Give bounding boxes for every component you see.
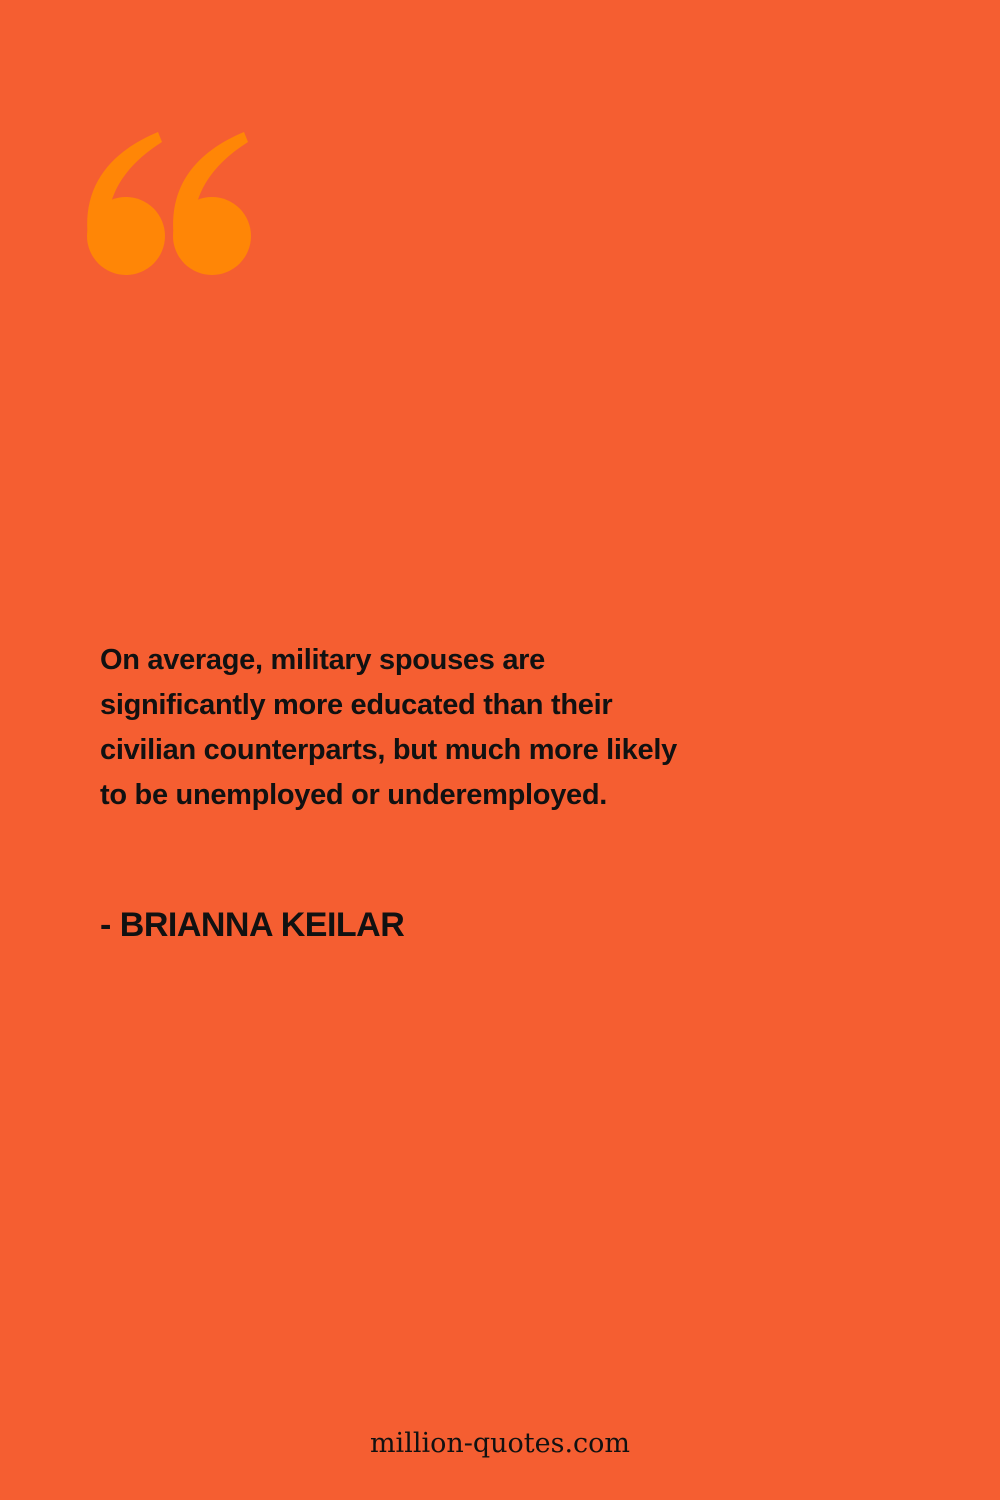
quote-line: to be unemployed or underemployed. [100,779,608,811]
quote-text: On average, military spouses are signifi… [100,638,860,818]
quote-author: - BRIANNA KEILAR [100,906,405,944]
quote-line: On average, military spouses are [100,644,545,676]
site-watermark: million-quotes.com [369,1428,631,1459]
quote-mark-icon [87,132,251,275]
quote-line: civilian counterparts, but much more lik… [100,734,677,766]
quote-line: significantly more educated than their [100,689,613,721]
